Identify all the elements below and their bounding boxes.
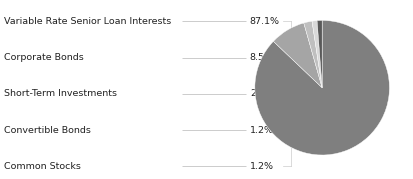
Text: 87.1%: 87.1% — [250, 17, 280, 26]
Text: Corporate Bonds: Corporate Bonds — [4, 53, 84, 62]
Text: Variable Rate Senior Loan Interests: Variable Rate Senior Loan Interests — [4, 17, 171, 26]
Wedge shape — [317, 20, 322, 88]
Text: Common Stocks: Common Stocks — [4, 162, 81, 171]
Text: 1.2%: 1.2% — [250, 162, 274, 171]
Text: 8.5%: 8.5% — [250, 53, 274, 62]
Wedge shape — [255, 20, 389, 155]
Wedge shape — [304, 21, 322, 88]
Text: Short-Term Investments: Short-Term Investments — [4, 90, 117, 98]
Wedge shape — [312, 21, 322, 88]
Wedge shape — [273, 23, 322, 88]
Text: Convertible Bonds: Convertible Bonds — [4, 126, 91, 135]
Text: 1.2%: 1.2% — [250, 126, 274, 135]
Text: 2.0%: 2.0% — [250, 90, 274, 98]
